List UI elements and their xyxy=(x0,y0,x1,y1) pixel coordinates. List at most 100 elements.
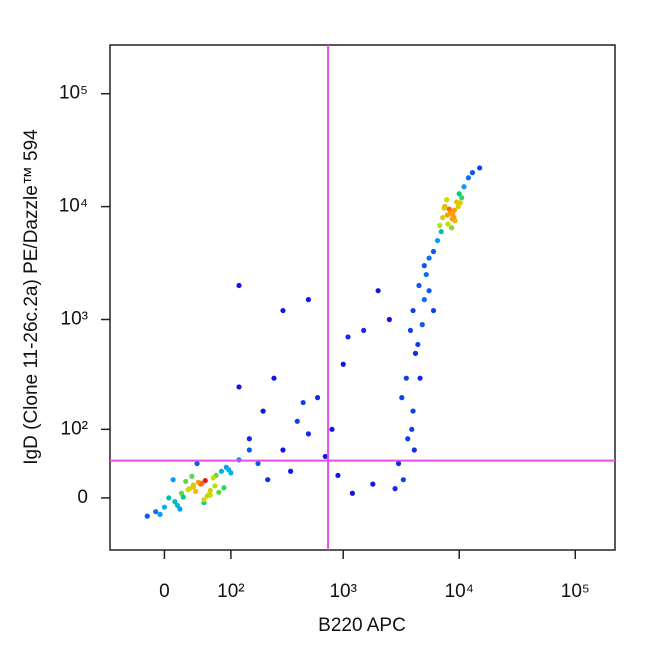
event-dot xyxy=(416,282,422,289)
event-dot xyxy=(218,468,225,474)
event-dot xyxy=(153,509,159,515)
event-dot xyxy=(206,491,212,497)
x-tick-label: 10⁵ xyxy=(561,581,590,602)
event-dot xyxy=(340,361,346,367)
event-dot xyxy=(399,395,405,401)
y-axis-label: IgD (Clone 11-26c.2a) PE/Dazzle™ 594 xyxy=(21,129,42,465)
plot-frame xyxy=(109,44,616,551)
event-dot xyxy=(449,216,455,222)
event-dot xyxy=(430,248,437,255)
y-tick-label: 10⁴ xyxy=(59,196,88,217)
event-dot xyxy=(375,288,381,294)
event-dot xyxy=(280,307,286,314)
event-dot xyxy=(445,221,451,227)
event-dot xyxy=(189,473,195,479)
event-dot xyxy=(161,504,168,510)
event-dot xyxy=(221,485,227,491)
event-dot xyxy=(314,395,321,401)
event-dot xyxy=(180,494,186,500)
x-tick-label: 0 xyxy=(159,581,170,602)
event-dot xyxy=(400,477,406,483)
event-dot xyxy=(405,436,411,442)
event-dot xyxy=(335,472,341,479)
event-dot xyxy=(271,375,277,381)
event-dot xyxy=(386,316,392,323)
event-dot xyxy=(392,486,398,492)
event-dot xyxy=(300,399,306,406)
event-dot xyxy=(199,480,205,486)
event-dot xyxy=(255,460,261,467)
event-dot xyxy=(456,191,462,197)
event-dot xyxy=(434,237,441,244)
event-dot xyxy=(210,475,216,481)
event-dot xyxy=(212,483,218,489)
event-dot xyxy=(294,418,300,424)
y-tick-label: 10² xyxy=(61,418,88,439)
event-dot xyxy=(288,468,294,474)
event-dot xyxy=(144,513,150,519)
event-dot xyxy=(201,497,207,503)
event-dot xyxy=(322,453,328,460)
event-dot xyxy=(345,334,351,340)
event-dot xyxy=(415,341,421,348)
event-dot xyxy=(172,499,178,505)
event-dot xyxy=(449,225,455,231)
y-tick-label: 10³ xyxy=(61,308,88,329)
event-dot xyxy=(440,214,446,221)
event-dot xyxy=(412,350,419,356)
event-dot xyxy=(395,460,402,467)
event-dot xyxy=(407,327,414,334)
event-dot xyxy=(421,297,427,303)
event-dot xyxy=(451,207,458,213)
event-dot xyxy=(410,408,416,414)
event-dot xyxy=(419,322,425,328)
event-dot xyxy=(193,488,199,495)
event-dot xyxy=(469,170,476,176)
event-dot xyxy=(246,447,252,453)
event-dot xyxy=(226,467,232,473)
event-dot xyxy=(170,477,176,483)
x-tick-label: 10² xyxy=(217,581,244,602)
event-dot xyxy=(194,460,200,467)
event-dot xyxy=(438,229,444,235)
event-dot xyxy=(174,502,180,508)
event-dot xyxy=(444,197,450,203)
event-dot xyxy=(185,486,191,493)
event-dot xyxy=(157,511,163,517)
x-tick-label: 10³ xyxy=(329,581,356,602)
event-dot xyxy=(305,431,312,437)
event-dot xyxy=(417,375,423,381)
event-dot xyxy=(461,184,467,190)
y-tick-label: 10⁵ xyxy=(59,83,88,104)
event-dot xyxy=(177,506,183,512)
event-dot xyxy=(426,288,432,294)
event-dot xyxy=(411,447,417,453)
y-tick-label: 0 xyxy=(77,487,88,508)
event-dot xyxy=(265,477,271,483)
event-dot xyxy=(305,297,312,303)
event-dot xyxy=(260,408,266,414)
event-dot xyxy=(236,282,242,289)
event-dot xyxy=(166,495,172,501)
event-dot xyxy=(457,200,463,206)
event-dot xyxy=(329,426,335,432)
event-dot xyxy=(361,327,367,334)
event-dot xyxy=(409,426,415,432)
x-tick-label: 10⁴ xyxy=(445,581,474,602)
event-dot xyxy=(216,489,222,495)
event-dot xyxy=(183,478,189,485)
event-dot xyxy=(444,212,450,218)
event-dot xyxy=(246,436,252,442)
event-dot xyxy=(465,175,472,181)
event-dot xyxy=(349,490,356,496)
event-dot xyxy=(441,205,447,211)
event-dot xyxy=(280,447,286,453)
event-dot xyxy=(236,384,242,390)
event-dot xyxy=(403,375,409,381)
event-dot xyxy=(370,481,376,487)
event-dot xyxy=(459,195,465,201)
event-dot xyxy=(421,263,427,269)
event-dot xyxy=(430,307,437,314)
event-dot xyxy=(190,482,197,488)
